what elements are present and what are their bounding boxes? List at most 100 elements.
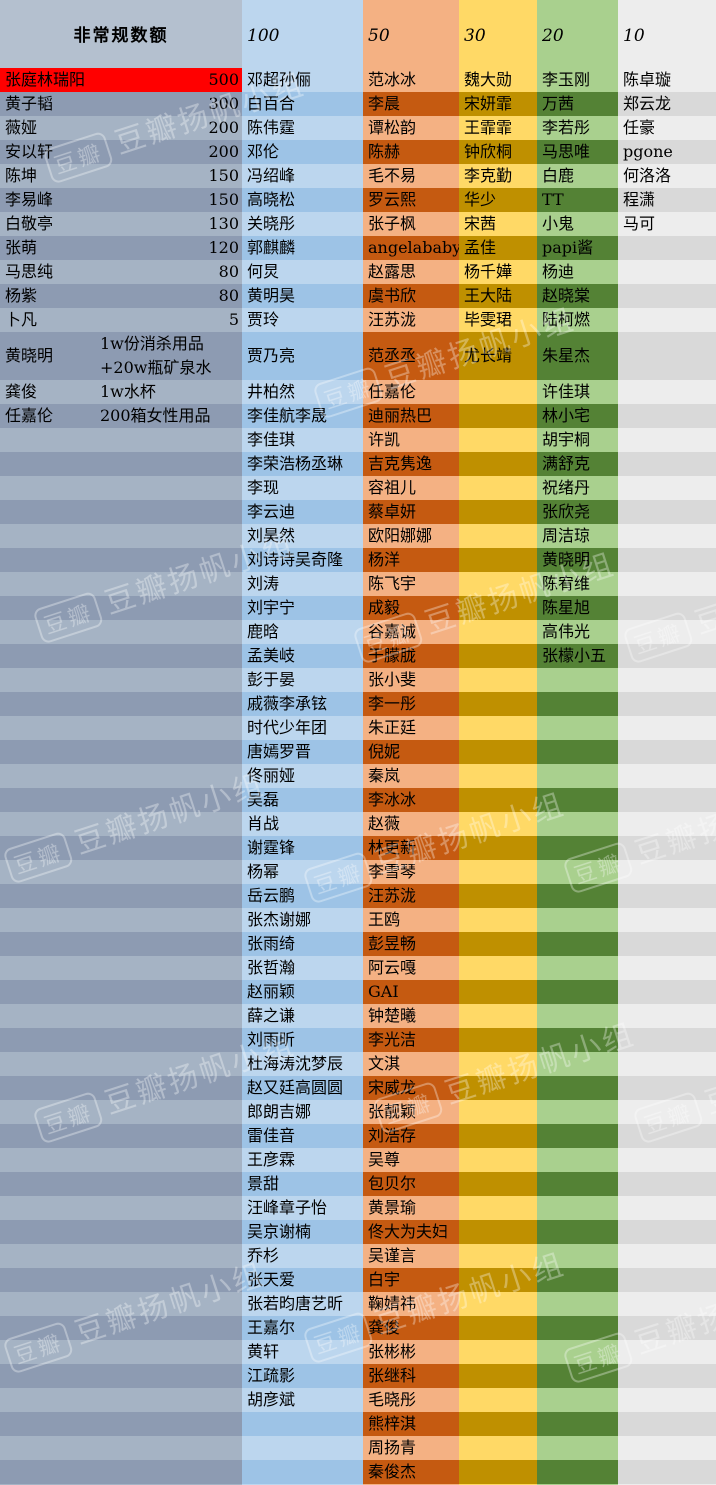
table-cell: 祝绪丹 bbox=[537, 476, 618, 500]
table-cell bbox=[618, 548, 716, 572]
table-row bbox=[0, 524, 242, 548]
table-row bbox=[0, 620, 242, 644]
table-row: 李易峰 150 bbox=[0, 188, 242, 212]
table-cell: 张欣尧 bbox=[537, 500, 618, 524]
table-cell bbox=[618, 1076, 716, 1100]
table-cell: 吴谨言 bbox=[363, 1244, 459, 1268]
table-row bbox=[0, 980, 242, 1004]
table-cell: 高晓松 bbox=[242, 188, 363, 212]
table-cell bbox=[459, 572, 537, 596]
table-cell: 周洁琼 bbox=[537, 524, 618, 548]
donation-amount: 300 bbox=[208, 94, 239, 113]
table-row bbox=[0, 452, 242, 476]
donation-amount: 80 bbox=[218, 286, 239, 305]
table-cell: 刘宇宁 bbox=[242, 596, 363, 620]
table-row bbox=[0, 1196, 242, 1220]
donation-amount: 150 bbox=[208, 166, 239, 185]
table-cell: angelababy bbox=[363, 236, 459, 260]
table-cell bbox=[459, 788, 537, 812]
table-row bbox=[0, 428, 242, 452]
donation-amount: 120 bbox=[208, 238, 239, 257]
table-cell: 唐嫣罗晋 bbox=[242, 740, 363, 764]
table-cell: 彭于晏 bbox=[242, 668, 363, 692]
donation-note: 1w水杯 bbox=[100, 382, 156, 401]
table-cell: 张若昀唐艺昕 bbox=[242, 1292, 363, 1316]
table-cell: 鞠婧祎 bbox=[363, 1292, 459, 1316]
table-cell: 许佳琪 bbox=[537, 380, 618, 404]
table-cell: 程潇 bbox=[618, 188, 716, 212]
table-cell: 李佳航李晟 bbox=[242, 404, 363, 428]
table-cell: 阿云嘎 bbox=[363, 956, 459, 980]
table-cell: 杨千嬅 bbox=[459, 260, 537, 284]
donation-note: 200箱女性用品 bbox=[100, 406, 211, 425]
donation-amount: 5 bbox=[228, 310, 239, 329]
donation-note: 1w份消杀用品+20w瓶矿泉水 bbox=[100, 334, 212, 377]
donor-name: 杨紫 bbox=[5, 286, 38, 305]
table-row bbox=[0, 956, 242, 980]
table-cell: 张彬彬 bbox=[363, 1340, 459, 1364]
table-cell: 黄晓明 bbox=[537, 548, 618, 572]
table-cell bbox=[537, 1004, 618, 1028]
table-cell bbox=[459, 692, 537, 716]
table-cell: 江疏影 bbox=[242, 1364, 363, 1388]
table-cell bbox=[537, 1172, 618, 1196]
table-cell bbox=[618, 836, 716, 860]
table-cell: 黄明昊 bbox=[242, 284, 363, 308]
table-cell bbox=[537, 1412, 618, 1436]
table-cell: 贾玲 bbox=[242, 308, 363, 332]
table-cell: 魏大勋 bbox=[459, 68, 537, 92]
table-cell bbox=[618, 404, 716, 428]
table-cell bbox=[459, 884, 537, 908]
table-cell bbox=[242, 1436, 363, 1460]
donor-name: 薇娅 bbox=[5, 118, 38, 137]
table-cell bbox=[459, 1364, 537, 1388]
donation-amount: 500 bbox=[208, 70, 239, 89]
table-cell bbox=[459, 1268, 537, 1292]
table-cell: 赵薇 bbox=[363, 812, 459, 836]
table-cell: 何洛洛 bbox=[618, 164, 716, 188]
table-cell: 欧阳娜娜 bbox=[363, 524, 459, 548]
table-cell bbox=[618, 1340, 716, 1364]
table-cell bbox=[537, 1148, 618, 1172]
column-20: 20 李玉刚 万茜 李若彤 马思唯 白鹿 TT 小鬼 papi酱 杨迪 赵晓棠 陆柯燃 朱星杰 许佳琪林… bbox=[537, 0, 618, 1485]
table-cell: 容祖儿 bbox=[363, 476, 459, 500]
table-cell bbox=[618, 332, 716, 380]
donation-amount: 150 bbox=[208, 190, 239, 209]
table-cell: 汪苏泷 bbox=[363, 308, 459, 332]
table-cell: 陈赫 bbox=[363, 140, 459, 164]
table-cell: 赵丽颖 bbox=[242, 980, 363, 1004]
table-cell bbox=[537, 1316, 618, 1340]
table-cell: 秦俊杰 bbox=[363, 1460, 459, 1484]
table-cell: 乔杉 bbox=[242, 1244, 363, 1268]
table-cell: 李现 bbox=[242, 476, 363, 500]
table-row bbox=[0, 1100, 242, 1124]
table-cell: 马可 bbox=[618, 212, 716, 236]
table-cell bbox=[618, 308, 716, 332]
table-cell: GAI bbox=[363, 980, 459, 1004]
donor-name: 安以轩 bbox=[5, 142, 54, 161]
table-cell: 关晓彤 bbox=[242, 212, 363, 236]
table-cell: 张哲瀚 bbox=[242, 956, 363, 980]
table-cell: 尤长靖 bbox=[459, 332, 537, 380]
table-cell bbox=[537, 764, 618, 788]
table-cell: 赵晓棠 bbox=[537, 284, 618, 308]
table-cell: 宋茜 bbox=[459, 212, 537, 236]
table-cell: 杨幂 bbox=[242, 860, 363, 884]
table-cell: 罗云熙 bbox=[363, 188, 459, 212]
table-cell bbox=[618, 1004, 716, 1028]
table-row bbox=[0, 596, 242, 620]
donation-amount: 200 bbox=[208, 118, 239, 137]
table-cell: 陈宥维 bbox=[537, 572, 618, 596]
table-cell bbox=[459, 956, 537, 980]
table-cell: 郑云龙 bbox=[618, 92, 716, 116]
table-row: 黄子韬 300 bbox=[0, 92, 242, 116]
table-cell: 李玉刚 bbox=[537, 68, 618, 92]
table-cell bbox=[618, 812, 716, 836]
table-cell bbox=[459, 1292, 537, 1316]
table-row bbox=[0, 1412, 242, 1436]
table-row bbox=[0, 1172, 242, 1196]
donor-name: 白敬亭 bbox=[5, 214, 54, 233]
table-row bbox=[0, 740, 242, 764]
table-cell bbox=[618, 1316, 716, 1340]
table-cell: 景甜 bbox=[242, 1172, 363, 1196]
